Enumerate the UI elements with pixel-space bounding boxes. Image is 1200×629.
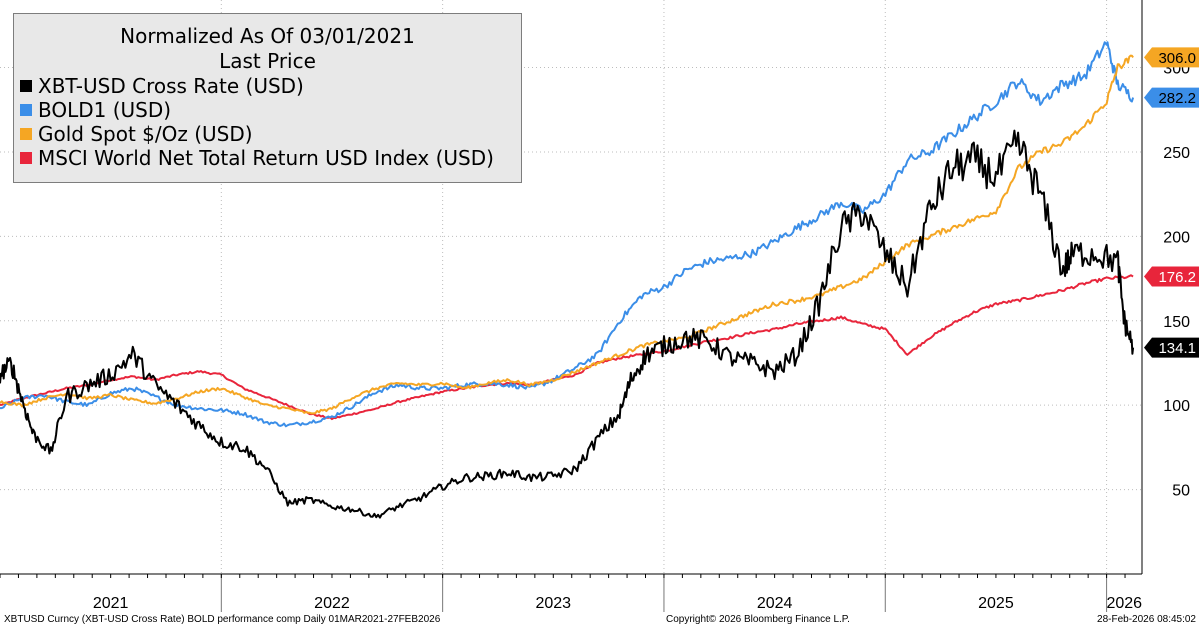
chart-subtitle: Last Price bbox=[219, 49, 316, 73]
series-line-0 bbox=[0, 129, 1135, 519]
footer-source: XBTUSD Curncy (XBT-USD Cross Rate) BOLD … bbox=[4, 614, 441, 625]
legend-item-bold: BOLD1 (USD) bbox=[20, 98, 521, 122]
legend-swatch-gold bbox=[20, 128, 32, 140]
series-line-1 bbox=[0, 41, 1135, 428]
last-value-text: 176.2 bbox=[1158, 269, 1196, 286]
series-line-3 bbox=[0, 274, 1134, 421]
y-tick-label: 150 bbox=[1163, 314, 1190, 331]
y-tick-label: 50 bbox=[1172, 483, 1190, 500]
legend-item-msci: MSCI World Net Total Return USD Index (U… bbox=[20, 146, 521, 170]
legend-swatch-xbt bbox=[20, 80, 32, 92]
last-value-tag-shape bbox=[1144, 337, 1199, 358]
last-value-text: 282.2 bbox=[1158, 90, 1196, 107]
y-tick-label: 200 bbox=[1163, 229, 1190, 246]
legend-label-xbt: XBT-USD Cross Rate (USD) bbox=[38, 74, 304, 98]
chart-legend: Normalized As Of 03/01/2021 Last Price X… bbox=[13, 13, 522, 183]
footer-copyright: Copyright© 2026 Bloomberg Finance L.P. bbox=[666, 614, 850, 625]
last-value-tag-0: 134.1 bbox=[1144, 337, 1199, 358]
x-tick-label: 2021 bbox=[93, 595, 129, 612]
series-line-2 bbox=[0, 54, 1134, 415]
y-tick-label: 100 bbox=[1163, 398, 1190, 415]
x-tick-label: 2024 bbox=[757, 595, 793, 612]
legend-label-msci: MSCI World Net Total Return USD Index (U… bbox=[38, 146, 494, 170]
last-value-labels: 134.1 282.2 306.0 176.2 bbox=[1144, 47, 1199, 358]
last-value-tag-shape bbox=[1144, 87, 1199, 108]
footer-timestamp: 28-Feb-2026 08:45:02 bbox=[1097, 614, 1196, 625]
legend-item-gold: Gold Spot $/Oz (USD) bbox=[20, 122, 521, 146]
x-tick-label: 2025 bbox=[978, 595, 1014, 612]
y-tick-label: 250 bbox=[1163, 145, 1190, 162]
chart-title: Normalized As Of 03/01/2021 bbox=[120, 24, 415, 48]
legend-item-xbt: XBT-USD Cross Rate (USD) bbox=[20, 74, 521, 98]
x-tick-label: 2022 bbox=[314, 595, 350, 612]
last-value-tag-1: 282.2 bbox=[1144, 87, 1199, 108]
last-value-tag-shape bbox=[1144, 266, 1199, 287]
legend-swatch-msci bbox=[20, 152, 32, 164]
x-tick-label: 2023 bbox=[535, 595, 571, 612]
last-value-tag-2: 306.0 bbox=[1144, 47, 1199, 68]
last-value-tag-shape bbox=[1144, 47, 1199, 68]
series-lines bbox=[0, 41, 1135, 519]
last-value-text: 134.1 bbox=[1158, 340, 1196, 357]
x-tick-label: 2026 bbox=[1106, 595, 1142, 612]
last-value-tag-3: 176.2 bbox=[1144, 266, 1199, 287]
last-value-text: 306.0 bbox=[1158, 50, 1196, 67]
legend-label-gold: Gold Spot $/Oz (USD) bbox=[38, 122, 253, 146]
legend-label-bold: BOLD1 (USD) bbox=[38, 98, 172, 122]
legend-swatch-bold bbox=[20, 104, 32, 116]
